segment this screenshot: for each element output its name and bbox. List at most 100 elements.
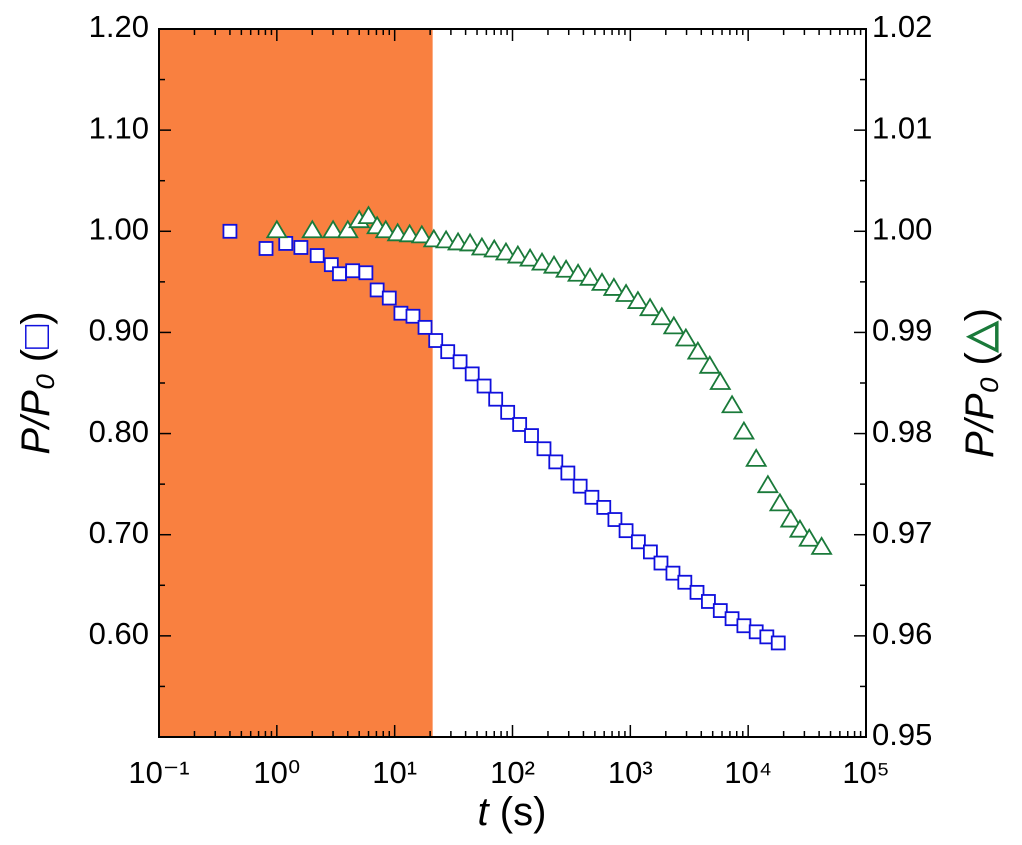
triangle-marker: [458, 232, 482, 252]
square-marker: [560, 465, 576, 481]
square-marker: [293, 240, 309, 255]
y-tick-label: 1.10: [89, 110, 149, 145]
square-marker: [488, 391, 504, 407]
square-marker: [358, 265, 374, 281]
square-marker: [548, 454, 564, 470]
triangle-marker: [686, 340, 709, 360]
y-tick-label: 1.20: [89, 9, 149, 44]
square-marker: [642, 544, 658, 560]
triangle-marker: [410, 224, 433, 244]
square-marker: [572, 478, 588, 494]
square-marker: [701, 594, 716, 609]
triangle-marker: [566, 263, 590, 282]
square-marker: [417, 319, 433, 335]
triangle-marker: [578, 267, 602, 286]
y-axis-label: P/P₀ (□): [14, 311, 58, 454]
y-tick-label: 0.60: [89, 616, 149, 651]
square-marker: [596, 500, 612, 515]
triangle-marker: [720, 394, 744, 414]
triangle-marker: [494, 241, 518, 261]
square-marker: [653, 555, 669, 571]
triangle-marker: [810, 536, 833, 555]
x-tick-label: 10¹: [372, 755, 417, 790]
x-axis-label: t (s): [478, 790, 547, 834]
x-tick-label: 10³: [608, 755, 653, 790]
y2-tick-label: 0.97: [872, 515, 932, 550]
triangle-marker: [434, 229, 458, 249]
triangle-marker: [357, 205, 380, 225]
triangle-marker: [798, 528, 821, 547]
triangle-marker: [768, 492, 792, 512]
triangle-marker: [374, 219, 397, 239]
y2-tick-label: 1.00: [872, 211, 932, 246]
triangle-marker: [650, 306, 673, 326]
triangle-marker: [614, 283, 638, 302]
x-tick-label: 10⁰: [253, 755, 300, 790]
square-marker: [452, 354, 468, 370]
square-marker: [512, 417, 528, 432]
square-marker: [712, 603, 728, 618]
triangle-marker: [321, 219, 345, 239]
y-tick-label: 1.00: [89, 211, 149, 246]
triangle-marker: [530, 251, 554, 271]
triangle-marker: [483, 238, 506, 258]
square-marker: [464, 366, 480, 382]
triangle-marker: [662, 315, 685, 335]
square-marker: [278, 236, 294, 251]
square-marker: [222, 223, 238, 239]
y2-tick-label: 1.01: [872, 110, 932, 145]
y2-tick-label: 0.98: [872, 414, 932, 449]
square-marker: [607, 512, 623, 527]
square-marker: [536, 441, 552, 457]
square-marker: [428, 333, 444, 348]
square-marker: [332, 266, 347, 282]
square-marker: [393, 305, 409, 321]
highlight-region: [159, 29, 433, 737]
triangle-marker: [745, 448, 768, 467]
y2-axis-label: P/P₀ (△): [958, 308, 1002, 458]
square-marker: [369, 282, 385, 298]
y-tick-label: 0.90: [89, 313, 149, 348]
triangle-marker: [301, 219, 324, 239]
square-marker: [345, 263, 361, 279]
x-tick-label: 10⁵: [842, 755, 889, 790]
triangle-marker: [542, 254, 566, 274]
square-marker: [440, 344, 456, 360]
triangle-marker: [506, 244, 529, 264]
triangle-marker: [336, 219, 359, 239]
x-tick-label: 10⁻¹: [128, 755, 189, 790]
square-marker: [476, 378, 492, 394]
square-marker: [770, 635, 786, 651]
triangle-marker: [626, 290, 650, 309]
square-marker: [630, 534, 646, 550]
y2-tick-label: 0.95: [872, 717, 932, 752]
square-marker: [584, 489, 600, 505]
triangle-marker: [756, 474, 779, 494]
triangle-marker: [709, 371, 732, 390]
square-marker: [500, 404, 516, 420]
square-marker: [736, 618, 752, 634]
triangle-marker: [732, 420, 755, 440]
triangle-marker: [779, 508, 802, 528]
triangle-marker: [638, 297, 662, 317]
square-marker: [405, 308, 421, 324]
triangle-marker: [590, 272, 614, 291]
triangle-marker: [698, 355, 721, 374]
x-tick-label: 10⁴: [724, 755, 772, 790]
square-marker: [665, 565, 681, 581]
plot-frame: [158, 28, 867, 738]
square-marker: [381, 290, 397, 306]
y-tick-label: 0.70: [89, 515, 149, 550]
square-marker: [689, 584, 705, 600]
square-marker: [258, 241, 274, 256]
triangle-marker: [602, 277, 625, 296]
square-marker: [524, 428, 539, 443]
triangle-marker: [265, 219, 288, 239]
square-marker: [677, 574, 693, 590]
triangle-marker: [555, 258, 578, 278]
y2-tick-label: 0.99: [872, 313, 932, 348]
triangle-marker: [519, 247, 542, 267]
square-marker: [309, 248, 325, 263]
y-tick-label: 0.80: [89, 414, 149, 449]
